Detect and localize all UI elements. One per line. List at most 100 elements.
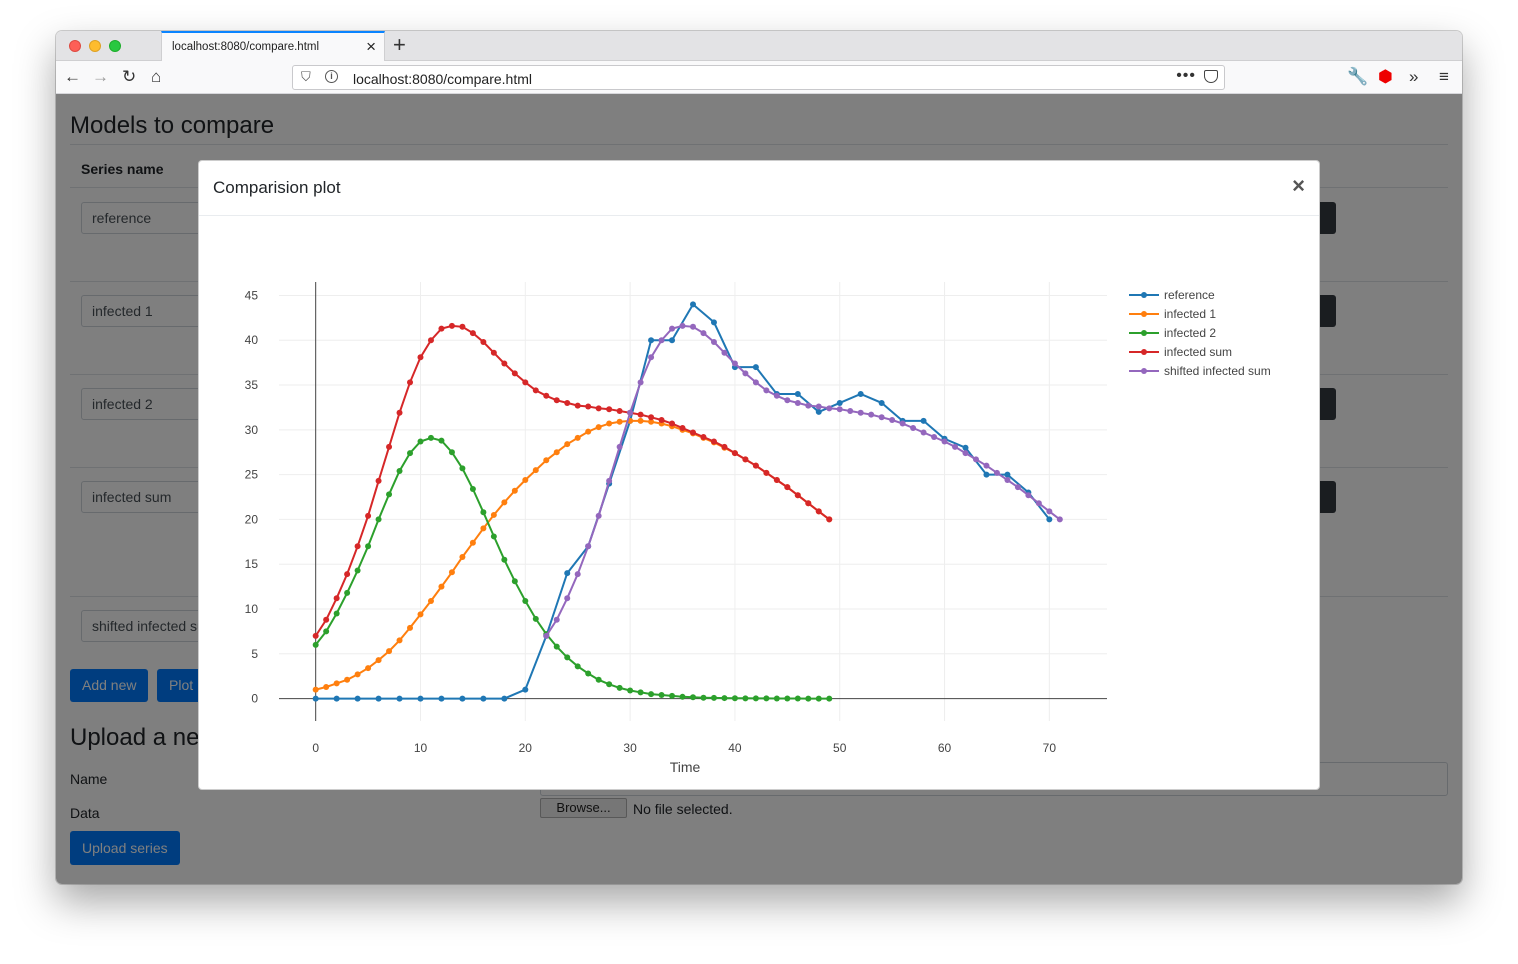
data-point-reference (962, 444, 969, 451)
data-point-shifted-infected-sum (1004, 476, 1011, 483)
x-axis-label: Time (670, 759, 701, 775)
legend-marker-reference (1141, 292, 1147, 298)
data-point-reference (480, 695, 487, 702)
navigation-bar: ← → ↻ ⌂ ⛉ i localhost:8080/compare.html … (56, 61, 1462, 94)
data-point-infected-2 (752, 695, 759, 702)
page-actions-icon[interactable]: ••• (1176, 67, 1196, 84)
data-point-infected-2 (700, 694, 707, 701)
legend-entry-infected-2[interactable]: infected 2 (1164, 326, 1216, 340)
data-point-infected-2 (742, 695, 749, 702)
y-tick-label: 45 (245, 288, 259, 302)
url-text[interactable]: localhost:8080/compare.html (353, 71, 532, 87)
forward-arrow-icon[interactable]: → (92, 67, 109, 86)
chart-grid (279, 282, 1107, 721)
data-point-infected-1 (448, 569, 455, 576)
data-point-reference (417, 695, 424, 702)
data-point-shifted-infected-sum (805, 402, 812, 409)
data-point-shifted-infected-sum (616, 443, 623, 450)
data-point-reference (1004, 471, 1011, 478)
data-point-infected-1 (543, 457, 550, 464)
data-point-infected-2 (344, 589, 351, 596)
data-point-infected-2 (690, 694, 696, 701)
data-point-infected-sum (805, 500, 812, 507)
data-point-infected-sum (658, 416, 665, 423)
data-point-reference (438, 695, 445, 702)
site-info-icon[interactable]: i (325, 70, 338, 83)
data-point-infected-1 (616, 418, 623, 425)
legend-entry-shifted-infected-sum[interactable]: shifted infected sum (1164, 364, 1271, 378)
y-tick-label: 40 (245, 333, 259, 347)
data-point-infected-sum (344, 571, 351, 578)
x-tick-label: 40 (728, 741, 742, 755)
data-point-infected-sum (763, 469, 770, 476)
data-point-reference (857, 390, 864, 397)
close-window-button[interactable] (69, 40, 81, 52)
data-point-infected-1 (344, 676, 351, 683)
data-point-infected-sum (501, 360, 508, 367)
tracking-shield-icon[interactable]: ⛉ (301, 69, 311, 84)
ublock-icon[interactable]: ⬢ (1378, 67, 1393, 86)
data-point-infected-sum (585, 403, 592, 410)
data-point-shifted-infected-sum (595, 512, 602, 519)
legend-marker-infected-2 (1141, 330, 1147, 336)
data-point-infected-sum (784, 484, 791, 491)
data-point-shifted-infected-sum (920, 429, 927, 436)
data-point-infected-2 (553, 643, 560, 650)
data-point-shifted-infected-sum (763, 387, 770, 394)
data-point-shifted-infected-sum (637, 379, 644, 386)
data-point-infected-sum (794, 492, 801, 499)
data-point-infected-sum (417, 354, 424, 361)
data-point-infected-1 (417, 611, 424, 618)
pocket-icon[interactable] (1204, 70, 1218, 83)
tab-close-icon[interactable]: × (366, 37, 376, 56)
data-point-shifted-infected-sum (543, 632, 550, 639)
x-tick-label: 10 (414, 741, 428, 755)
data-point-infected-sum (710, 438, 717, 445)
address-bar[interactable]: ⛉ i localhost:8080/compare.html ••• (292, 65, 1225, 90)
data-point-infected-1 (354, 671, 361, 678)
data-point-infected-2 (669, 692, 676, 699)
data-point-infected-1 (511, 487, 518, 494)
data-point-infected-sum (365, 512, 372, 519)
browser-tab[interactable]: localhost:8080/compare.html × (161, 31, 385, 62)
legend-entry-reference[interactable]: reference (1164, 288, 1215, 302)
menu-icon[interactable]: ≡ (1439, 67, 1449, 86)
back-arrow-icon[interactable]: ← (64, 67, 81, 86)
data-point-infected-2 (784, 695, 791, 702)
modal-title: Comparision plot (213, 178, 341, 197)
data-point-shifted-infected-sum (1046, 508, 1053, 515)
series-line-infected-1 (315, 419, 830, 691)
data-point-infected-1 (459, 554, 466, 561)
close-icon[interactable]: × (1292, 173, 1305, 198)
data-point-infected-sum (690, 429, 696, 436)
minimize-window-button[interactable] (89, 40, 101, 52)
legend-entry-infected-sum[interactable]: infected sum (1164, 345, 1232, 359)
home-icon[interactable]: ⌂ (151, 67, 162, 86)
chart-legend[interactable]: reference infected 1 infected 2 infected su… (1129, 288, 1271, 378)
wrench-icon[interactable]: 🔧 (1347, 67, 1369, 86)
overflow-chevron-icon[interactable]: » (1409, 67, 1419, 86)
reload-icon[interactable]: ↻ (122, 67, 137, 86)
data-point-reference (564, 570, 571, 577)
data-point-infected-sum (396, 409, 403, 416)
data-point-infected-1 (564, 441, 571, 448)
data-point-infected-1 (438, 583, 445, 590)
zoom-window-button[interactable] (109, 40, 121, 52)
data-point-infected-2 (511, 578, 518, 585)
data-point-infected-2 (532, 615, 539, 622)
data-point-infected-2 (333, 610, 340, 617)
data-point-shifted-infected-sum (564, 595, 571, 602)
x-tick-label: 60 (938, 741, 952, 755)
data-point-infected-2 (490, 533, 497, 540)
y-tick-label: 35 (245, 378, 259, 392)
legend-entry-infected-1[interactable]: infected 1 (1164, 307, 1216, 321)
data-point-infected-1 (375, 657, 382, 664)
new-tab-button[interactable]: + (393, 32, 406, 57)
y-tick-label: 15 (245, 557, 259, 571)
data-point-reference (690, 301, 696, 308)
data-point-infected-1 (595, 424, 602, 431)
data-point-shifted-infected-sum (627, 409, 634, 416)
data-point-infected-2 (354, 567, 361, 574)
data-point-shifted-infected-sum (752, 379, 759, 386)
tab-bar: localhost:8080/compare.html × + (56, 31, 1462, 62)
